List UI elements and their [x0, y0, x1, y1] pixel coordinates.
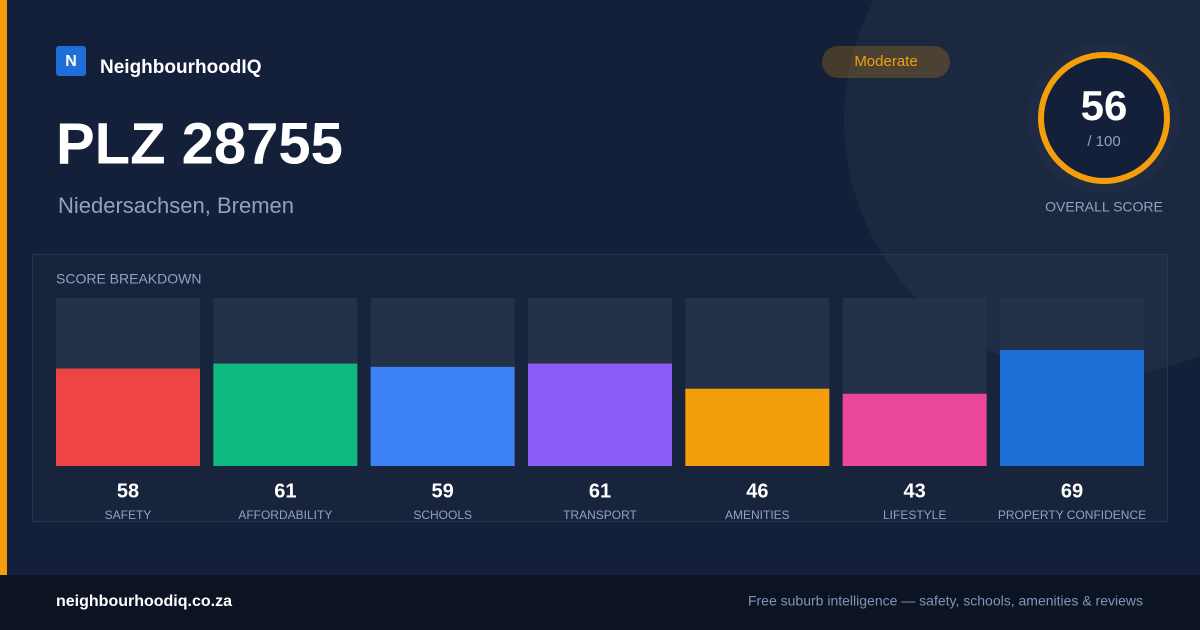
subtitle: Niedersachsen, Bremen [58, 193, 294, 218]
footer-bar [0, 575, 1200, 630]
category-label: PROPERTY CONFIDENCE [998, 508, 1146, 522]
category-label: LIFESTYLE [883, 508, 946, 522]
badge-text: Moderate [854, 53, 917, 70]
value-label: 58 [117, 480, 139, 502]
bar [528, 363, 672, 466]
bar [213, 363, 358, 466]
badge [822, 46, 950, 78]
bar [1000, 350, 1144, 466]
accent-stripe [0, 0, 7, 575]
category-label: SAFETY [105, 508, 152, 522]
logo [56, 46, 86, 76]
score-value: 56 [1081, 82, 1128, 129]
score-max: / 100 [1087, 133, 1120, 150]
category-label: AFFORDABILITY [238, 508, 332, 522]
category-label: TRANSPORT [563, 508, 637, 522]
bar [56, 368, 200, 466]
chart-title: SCORE BREAKDOWN [56, 271, 201, 287]
bar [685, 388, 830, 466]
value-label: 61 [589, 480, 611, 502]
score-label: OVERALL SCORE [1045, 199, 1163, 215]
score-ring [1038, 52, 1170, 184]
value-label: 69 [1061, 480, 1083, 502]
value-label: 43 [904, 480, 926, 502]
title: PLZ 28755 [56, 111, 343, 176]
value-label: 61 [274, 480, 296, 502]
value-label: 59 [432, 480, 454, 502]
category-label: AMENITIES [725, 508, 790, 522]
category-label: SCHOOLS [413, 508, 472, 522]
panel [32, 254, 1168, 522]
footer-site: neighbourhoodiq.co.za [56, 593, 232, 610]
bar [370, 366, 515, 466]
value-label: 46 [746, 480, 768, 502]
logo-letter: N [65, 53, 77, 70]
bar [842, 393, 987, 466]
footer-tagline: Free suburb intelligence — safety, schoo… [748, 593, 1143, 609]
brand-name: NeighbourhoodIQ [100, 57, 261, 78]
